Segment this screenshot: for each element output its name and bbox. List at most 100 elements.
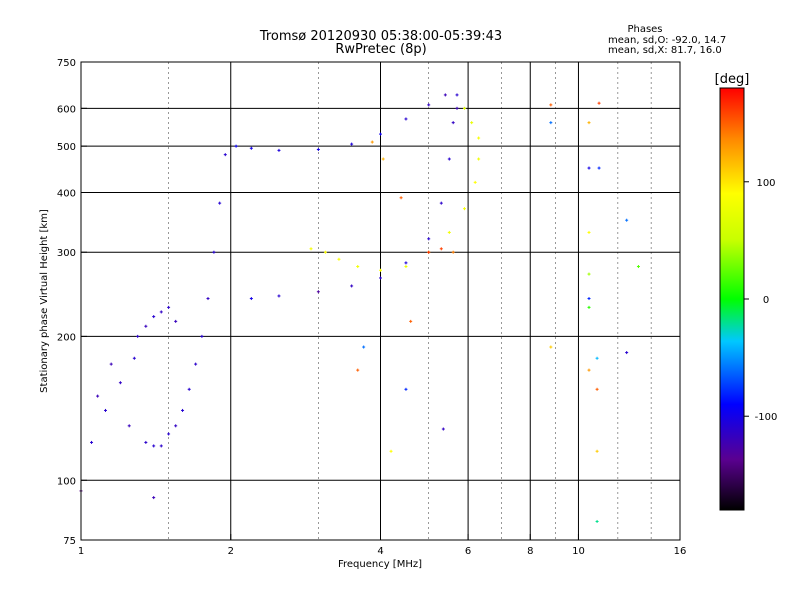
- echo-point-O: [167, 432, 171, 436]
- echo-point-O: [144, 324, 148, 328]
- echo-point-X: [462, 106, 466, 110]
- y-tick-label: 300: [57, 248, 76, 259]
- colorbar-tick-label: -100: [755, 412, 778, 423]
- legend-line-x: mean, sd,X: 81.7, 16.0: [608, 45, 722, 56]
- x-tick-label: 6: [465, 546, 471, 557]
- echo-point-X: [379, 268, 382, 272]
- x-tick-label: 4: [377, 546, 383, 557]
- echo-point-X: [337, 257, 341, 261]
- colorbar-tick-label: 0: [763, 295, 769, 306]
- x-tick-label: 1: [78, 546, 84, 557]
- legend-line-o: mean, sd,O: -92.0, 14.7: [608, 35, 726, 46]
- data-points: [79, 93, 640, 523]
- echo-point-other: [451, 250, 455, 254]
- echo-point-O: [249, 146, 253, 150]
- echo-point-other: [587, 368, 591, 372]
- colorbar-ticks: 100 0 -100: [744, 178, 777, 423]
- y-tick-label: 400: [57, 188, 76, 199]
- x-axis-ticks: 1 2 4 6 8 10 16: [78, 534, 686, 557]
- echo-point-other: [597, 166, 601, 170]
- echo-point-O: [136, 334, 140, 338]
- echo-point-O: [447, 157, 451, 161]
- echo-point-other: [625, 351, 629, 355]
- echo-point-other: [587, 166, 591, 170]
- echo-point-O: [439, 201, 443, 205]
- echo-point-other: [362, 345, 366, 349]
- echo-point-O: [174, 319, 178, 323]
- echo-point-O: [277, 148, 281, 152]
- echo-point-X: [462, 207, 466, 211]
- echo-point-O: [200, 334, 204, 338]
- echo-point-other: [404, 387, 408, 391]
- y-tick-label: 100: [57, 476, 76, 487]
- echo-point-O: [218, 201, 222, 205]
- echo-point-O: [103, 408, 107, 412]
- x-tick-label: 10: [572, 546, 585, 557]
- echo-point-O: [234, 144, 238, 148]
- echo-point-X: [477, 157, 481, 161]
- echo-point-O: [223, 153, 227, 157]
- colorbar: [719, 87, 745, 511]
- echo-point-O: [441, 427, 445, 431]
- echo-point-O: [152, 444, 156, 448]
- chart-subtitle: RwPretec (8p): [335, 42, 426, 57]
- echo-point-other: [625, 218, 629, 222]
- echo-point-O: [427, 237, 431, 241]
- y-tick-label: 75: [63, 536, 76, 547]
- echo-point-other: [595, 519, 599, 523]
- echo-point-O: [350, 284, 354, 288]
- echo-point-O: [277, 294, 281, 298]
- echo-point-other: [549, 345, 553, 349]
- echo-point-O: [118, 381, 122, 385]
- echo-point-O: [206, 297, 210, 301]
- plot-grid: [81, 62, 680, 540]
- echo-point-O: [96, 394, 100, 398]
- chart-title: Tromsø 20120930 05:38:00-05:39:43: [259, 29, 502, 44]
- echo-point-O: [152, 315, 156, 319]
- echo-point-O: [90, 440, 94, 444]
- x-tick-label: 8: [527, 546, 533, 557]
- echo-point-O: [144, 440, 148, 444]
- echo-point-other: [439, 247, 443, 251]
- echo-point-O: [379, 276, 382, 280]
- echo-point-X: [356, 265, 360, 269]
- echo-point-O: [167, 305, 171, 309]
- legend-header: Phases: [627, 24, 662, 35]
- echo-point-other: [389, 449, 393, 453]
- echo-point-O: [152, 496, 156, 500]
- echo-point-O: [132, 356, 136, 360]
- echo-point-O: [404, 117, 408, 121]
- echo-point-other: [587, 305, 591, 309]
- echo-point-other: [587, 121, 591, 125]
- echo-point-other: [549, 103, 553, 107]
- echo-point-O: [316, 290, 320, 294]
- y-axis-label: Stationary phase Virtual Height [km]: [39, 209, 50, 393]
- echo-point-O: [404, 261, 408, 265]
- echo-point-O: [174, 424, 178, 428]
- echo-point-other: [587, 230, 591, 234]
- echo-point-O: [379, 132, 382, 136]
- echo-point-other: [636, 265, 640, 269]
- colorbar-tick-label: 100: [756, 178, 775, 189]
- echo-point-other: [381, 157, 385, 161]
- y-tick-label: 500: [57, 142, 76, 153]
- echo-point-O: [443, 93, 447, 97]
- echo-point-other: [370, 140, 374, 144]
- echo-point-X: [404, 265, 408, 269]
- y-tick-label: 200: [57, 332, 76, 343]
- echo-point-other: [595, 356, 599, 360]
- echo-point-O: [127, 424, 131, 428]
- y-tick-label: 750: [57, 58, 76, 69]
- echo-point-O: [249, 297, 253, 301]
- echo-point-O: [159, 444, 163, 448]
- echo-point-O: [451, 121, 455, 125]
- echo-point-other: [587, 272, 591, 276]
- echo-point-O: [181, 408, 185, 412]
- echo-point-O: [350, 142, 354, 146]
- y-tick-label: 600: [57, 104, 76, 115]
- echo-point-O: [187, 387, 191, 391]
- echo-point-O: [455, 106, 459, 110]
- echo-point-X: [309, 247, 313, 251]
- x-axis-label: Frequency [MHz]: [338, 559, 422, 570]
